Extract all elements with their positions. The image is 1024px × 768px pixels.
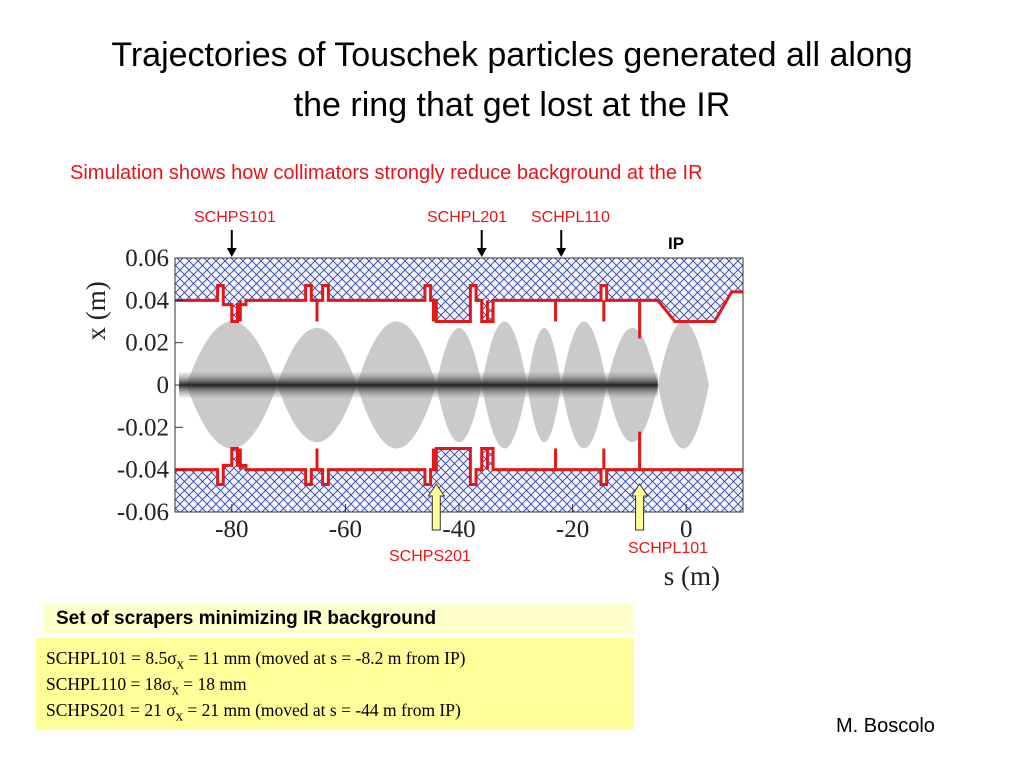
marker-arrow-up <box>427 483 446 531</box>
trajectory-envelope <box>657 321 709 449</box>
title-line-1: Trajectories of Touschek particles gener… <box>111 36 913 74</box>
label-schpl101: SCHPL101 <box>628 540 709 557</box>
scraper-line-schpl110: SCHPL110 = 18σx = 18 mm <box>46 674 247 700</box>
scraper-line-3-sub: x <box>175 708 183 725</box>
x-tick-label: -40 <box>442 516 475 543</box>
scraper-line-2-suffix: = 18 mm <box>178 674 247 694</box>
y-tick-label: 0 <box>157 372 170 399</box>
scraper-line-2-prefix: SCHPL110 = 18σ <box>46 674 172 694</box>
y-axis-title: x (m) <box>81 281 111 340</box>
scrapers-heading-text: Set of scrapers minimizing IR background <box>56 608 437 629</box>
x-tick-label: -60 <box>329 516 362 543</box>
x-axis-title: s (m) <box>664 561 720 591</box>
scraper-line-3-suffix: = 21 mm (moved at s = -44 m from IP) <box>182 700 461 720</box>
x-tick-label: 0 <box>680 516 693 543</box>
scrapers-settings-panel: SCHPL101 = 8.5σx = 11 mm (moved at s = -… <box>36 638 634 730</box>
x-tick-label: -20 <box>556 516 589 543</box>
y-tick-label: -0.06 <box>117 499 169 526</box>
marker-arrow-head <box>226 248 237 257</box>
author-name: M. Boscolo <box>836 715 935 737</box>
slide-subtitle: Simulation shows how collimators strongl… <box>70 162 703 184</box>
label-schps201: SCHPS201 <box>389 548 471 565</box>
aperture-lower <box>175 447 743 486</box>
label-schpl110: SCHPL110 <box>531 209 610 226</box>
scraper-line-1-suffix: = 11 mm (moved at s = -8.2 m from IP) <box>183 648 466 668</box>
y-tick-label: -0.04 <box>117 457 170 484</box>
scraper-line-schpl101: SCHPL101 = 8.5σx = 11 mm (moved at s = -… <box>46 648 466 674</box>
scraper-line-1-sub: x <box>176 656 184 673</box>
scraper-line-2-sub: x <box>171 682 179 699</box>
label-schps101: SCHPS101 <box>194 209 276 226</box>
title-line-2: the ring that get lost at the IR <box>293 86 731 124</box>
scraper-line-3-prefix: SCHPS201 = 21 σ <box>46 700 176 720</box>
y-tick-label: 0.04 <box>125 287 169 314</box>
scraper-line-schps201: SCHPS201 = 21 σx = 21 mm (moved at s = -… <box>46 700 461 726</box>
aperture-upper <box>175 284 743 323</box>
y-tick-label: -0.02 <box>117 414 169 441</box>
scrapers-panel-heading: Set of scrapers minimizing IR background <box>44 604 634 634</box>
x-tick-label: -80 <box>215 516 248 543</box>
label-ip: IP <box>668 234 685 253</box>
beam-core <box>179 372 658 398</box>
scraper-line-1-prefix: SCHPL101 = 8.5σ <box>46 648 177 668</box>
marker-arrow-head <box>476 248 487 257</box>
y-tick-label: 0.06 <box>125 245 169 272</box>
y-tick-label: 0.02 <box>125 330 169 357</box>
marker-arrow-up <box>630 483 649 531</box>
label-schpl201: SCHPL201 <box>427 209 508 226</box>
slide-title: Trajectories of Touschek particles gener… <box>0 30 1024 130</box>
marker-arrow-head <box>556 248 567 257</box>
